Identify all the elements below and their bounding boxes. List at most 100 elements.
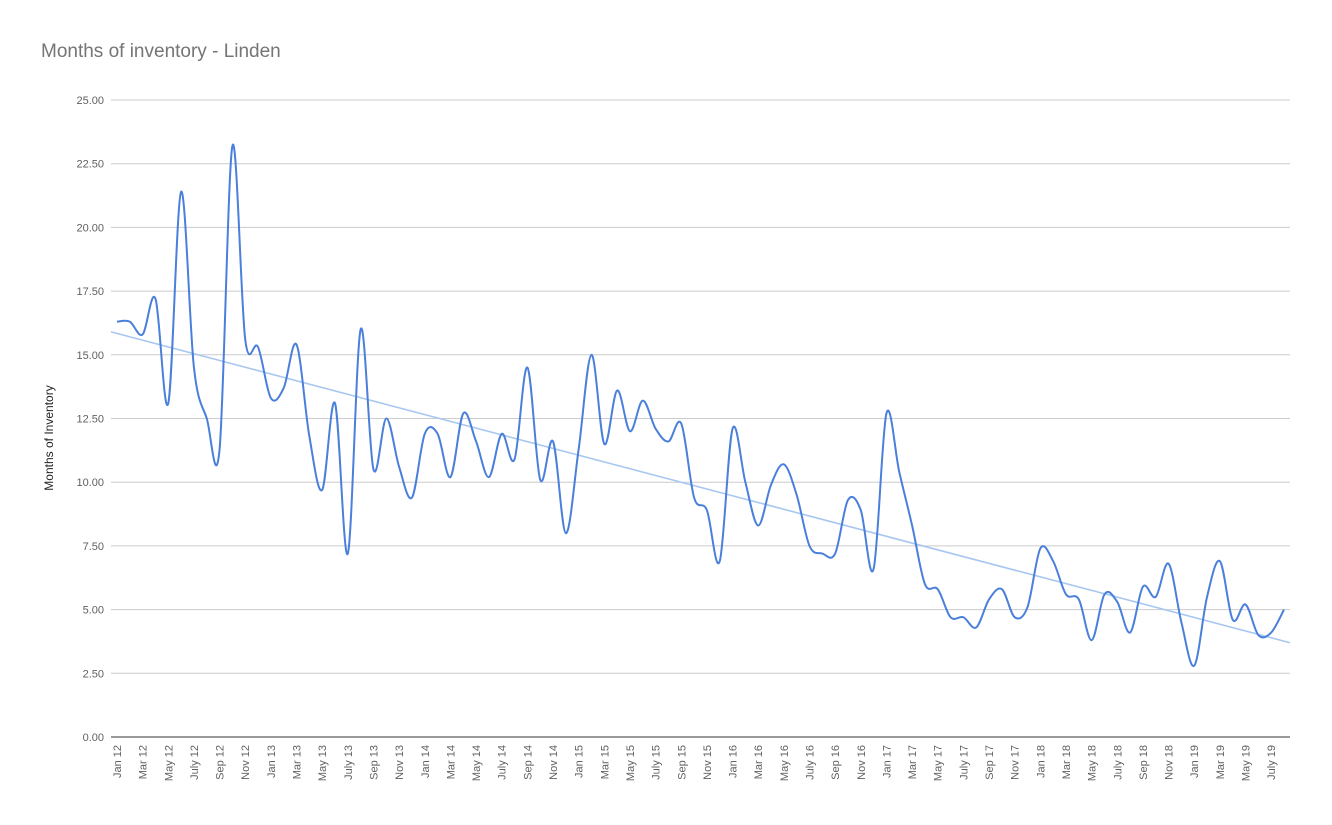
x-tick-label: May 19	[1241, 745, 1253, 781]
data-point	[1051, 559, 1055, 563]
x-tick-label: Sep 18	[1138, 745, 1150, 780]
x-tick-label: May 16	[779, 745, 791, 781]
data-point	[961, 615, 965, 619]
data-point	[192, 366, 196, 370]
y-tick-label: 22.50	[76, 159, 104, 171]
data-point	[359, 327, 363, 331]
data-point	[872, 567, 876, 571]
x-tick-label: Sep 17	[984, 745, 996, 780]
y-axis-label: Months of Inventory	[42, 385, 56, 490]
data-point	[1000, 587, 1004, 591]
data-point	[500, 432, 504, 436]
x-tick-label: Sep 16	[830, 745, 842, 780]
x-tick-label: July 18	[1112, 745, 1124, 780]
data-point	[525, 366, 529, 370]
data-point	[808, 544, 812, 548]
data-point	[205, 417, 209, 421]
data-point	[731, 427, 735, 431]
x-tick-label: Mar 13	[292, 745, 304, 779]
data-point	[756, 524, 760, 528]
data-point	[1179, 620, 1183, 624]
data-point	[987, 597, 991, 601]
data-point	[1115, 600, 1119, 604]
x-tick-label: Jan 13	[266, 745, 278, 778]
data-point	[782, 462, 786, 466]
x-tick-label: May 12	[163, 745, 175, 781]
data-point	[1077, 597, 1081, 601]
y-tick-label: 15.00	[76, 350, 104, 362]
chart-title: Months of inventory - Linden	[41, 41, 281, 62]
data-point	[1282, 608, 1286, 612]
x-tick-label: Mar 15	[599, 745, 611, 779]
data-point	[141, 332, 145, 336]
x-tick-label: Jan 15	[574, 745, 586, 778]
x-tick-label: Mar 16	[753, 745, 765, 779]
y-tick-label: 12.50	[76, 414, 104, 426]
data-point	[487, 475, 491, 479]
gridlines	[111, 99, 1290, 674]
x-tick-label: Mar 12	[138, 745, 150, 779]
y-tick-label: 7.50	[83, 541, 104, 553]
x-tick-label: Sep 13	[368, 745, 380, 780]
data-point	[230, 144, 234, 148]
data-point	[295, 343, 299, 347]
data-point	[461, 411, 465, 415]
data-point	[1244, 603, 1248, 607]
x-tick-label: May 17	[933, 745, 945, 781]
data-point	[666, 439, 670, 443]
x-tick-label: Mar 14	[445, 745, 457, 779]
data-point	[1128, 631, 1132, 635]
y-tick-label: 2.50	[83, 668, 104, 680]
x-tick-label: July 19	[1266, 745, 1278, 780]
x-tick-label: Mar 18	[1061, 745, 1073, 779]
data-point	[923, 582, 927, 586]
data-point	[1192, 664, 1196, 668]
data-point	[795, 493, 799, 497]
data-point	[448, 475, 452, 479]
x-tick-label: Mar 17	[907, 745, 919, 779]
data-point	[1231, 618, 1235, 622]
y-tick-label: 20.00	[76, 222, 104, 234]
x-tick-label: Jan 16	[728, 745, 740, 778]
data-point	[115, 320, 119, 324]
data-point	[153, 297, 157, 301]
series-layer	[110, 143, 1291, 668]
x-tick-label: July 16	[805, 745, 817, 780]
data-point	[423, 432, 427, 436]
data-point	[410, 495, 414, 499]
data-point	[705, 508, 709, 512]
x-tick-label: Nov 18	[1164, 745, 1176, 780]
data-point	[974, 625, 978, 629]
data-point	[1102, 592, 1106, 596]
data-point	[551, 439, 555, 443]
data-point	[1064, 592, 1068, 596]
data-point	[346, 552, 350, 556]
data-point	[397, 465, 401, 469]
data-point	[320, 488, 324, 492]
data-point	[859, 508, 863, 512]
x-tick-label: May 15	[625, 745, 637, 781]
data-point	[179, 190, 183, 194]
x-tick-label: Sep 14	[522, 745, 534, 780]
data-point	[1218, 559, 1222, 563]
data-point	[282, 386, 286, 390]
data-point	[1167, 562, 1171, 566]
data-point	[269, 396, 273, 400]
x-tick-label: Sep 12	[215, 745, 227, 780]
data-point	[1038, 546, 1042, 550]
x-tick-label: Jan 17	[881, 745, 893, 778]
y-tick-label: 10.00	[76, 477, 104, 489]
x-tick-label: Jan 12	[112, 745, 124, 778]
data-point	[307, 434, 311, 438]
x-tick-label: May 14	[471, 745, 483, 781]
data-point	[949, 615, 953, 619]
data-point	[474, 439, 478, 443]
data-point	[743, 480, 747, 484]
data-point	[589, 353, 593, 357]
y-tick-label: 5.00	[83, 605, 104, 617]
data-point	[820, 552, 824, 556]
data-point	[910, 524, 914, 528]
data-point	[641, 399, 645, 403]
x-tick-label: July 15	[651, 745, 663, 780]
data-point	[333, 401, 337, 405]
